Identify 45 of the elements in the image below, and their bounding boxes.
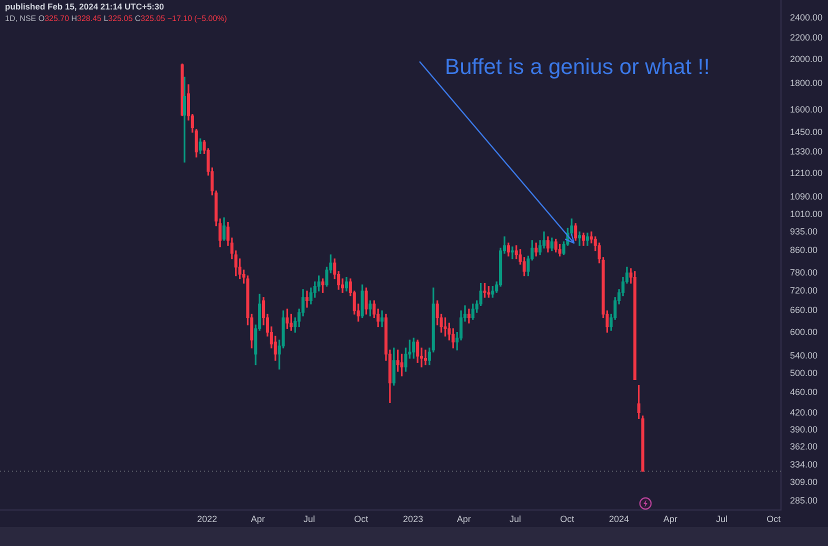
y-tick-label: 1800.00 bbox=[790, 78, 823, 88]
y-tick-label: 1330.00 bbox=[790, 146, 823, 156]
annotation: Buffet is a genius or what !! bbox=[444, 54, 710, 80]
candlestick bbox=[424, 350, 428, 366]
y-tick-label: 1600.00 bbox=[790, 104, 823, 115]
x-tick-label: 2024 bbox=[609, 514, 630, 524]
y-tick-label: 500.00 bbox=[790, 368, 818, 378]
y-tick-label: 420.00 bbox=[790, 408, 818, 418]
candlestick bbox=[467, 308, 470, 324]
y-tick-label: 2400.00 bbox=[790, 12, 823, 23]
x-tick-label: Apr bbox=[250, 514, 265, 524]
annotation: published Feb 15, 2024 21:14 UTC+5:30 bbox=[5, 1, 164, 12]
y-tick-label: 720.00 bbox=[790, 286, 818, 296]
y-tick-label: 460.00 bbox=[790, 387, 818, 398]
candlestick bbox=[380, 310, 384, 328]
candlestick bbox=[305, 290, 309, 308]
y-tick-label: 309.00 bbox=[790, 477, 818, 488]
candlestick bbox=[578, 231, 582, 246]
y-tick-label: 362.00 bbox=[790, 441, 818, 452]
y-tick-label: 1010.00 bbox=[790, 208, 823, 219]
x-tick-label: Jul bbox=[509, 514, 521, 524]
y-tick-label: 285.00 bbox=[790, 496, 818, 506]
y-tick-label: 2200.00 bbox=[790, 32, 823, 42]
x-tick-label: Oct bbox=[766, 514, 782, 524]
x-tick-label: Apr bbox=[663, 514, 678, 524]
y-tick-label: 1210.00 bbox=[790, 168, 823, 178]
x-tick-label: Apr bbox=[456, 514, 471, 524]
x-tick-label: Jul bbox=[303, 514, 315, 524]
y-tick-label: 2000.00 bbox=[790, 54, 823, 64]
x-tick-label: Jul bbox=[716, 514, 728, 524]
y-tick-label: 540.00 bbox=[790, 350, 818, 361]
y-tick-label: 860.00 bbox=[790, 245, 818, 256]
y-tick-label: 1450.00 bbox=[790, 126, 823, 137]
y-tick-label: 780.00 bbox=[790, 267, 818, 278]
y-tick-label: 1090.00 bbox=[790, 192, 823, 202]
x-tick-label: 2022 bbox=[197, 514, 218, 524]
y-tick-label: 334.00 bbox=[790, 460, 818, 470]
x-tick-label: 2023 bbox=[403, 514, 424, 524]
y-tick-label: 935.00 bbox=[790, 226, 818, 236]
y-tick-label: 600.00 bbox=[790, 326, 818, 337]
chart-title: 1D, NSE O325.70 H328.45 L325.05 C325.05 −17.10 (−5.00%) bbox=[5, 14, 227, 24]
y-tick-label: 660.00 bbox=[790, 305, 818, 316]
y-tick-label: 390.00 bbox=[790, 424, 818, 434]
x-tick-label: Oct bbox=[354, 514, 369, 524]
x-tick-label: Oct bbox=[560, 514, 575, 524]
